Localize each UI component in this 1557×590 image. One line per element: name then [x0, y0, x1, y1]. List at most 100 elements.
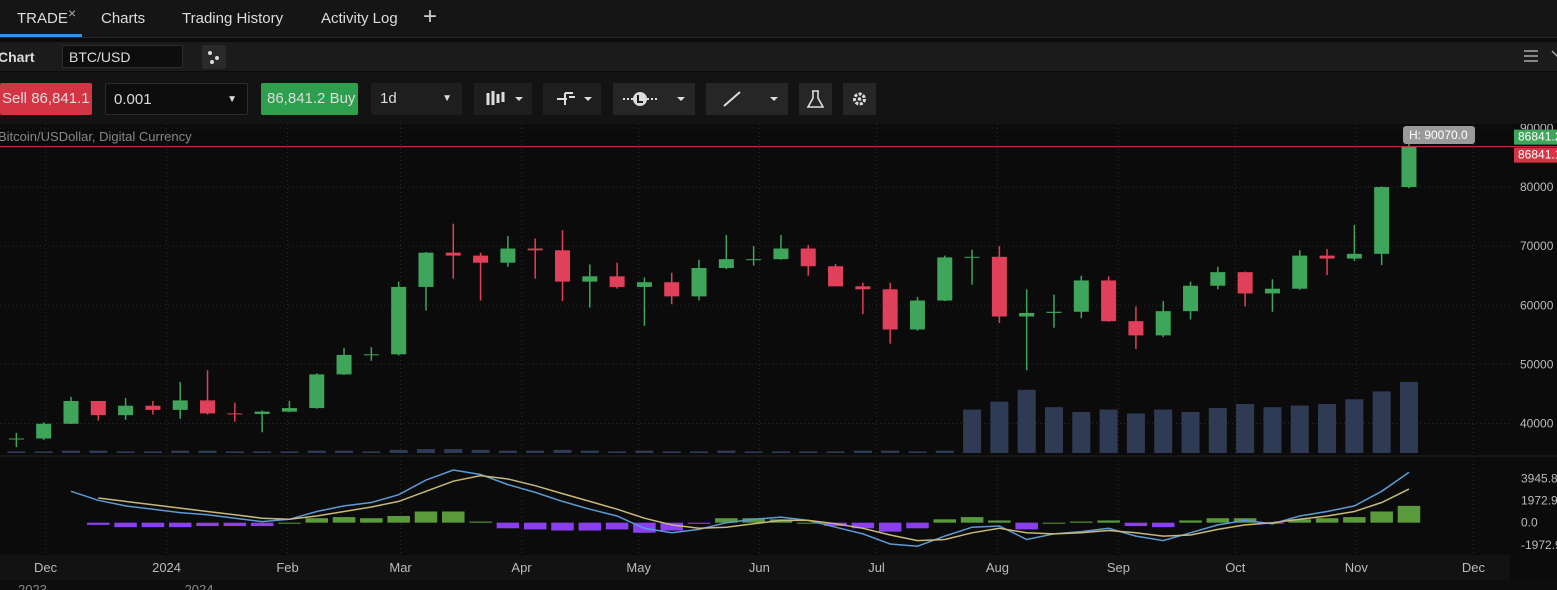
chart-type-button[interactable] — [474, 83, 532, 115]
interval-select[interactable]: 1d ▼ — [371, 83, 462, 115]
volume-bar — [1044, 407, 1064, 453]
tab[interactable]: Charts — [101, 10, 146, 27]
tab[interactable]: TRADE — [17, 10, 68, 27]
macd-histogram-bar — [1288, 519, 1312, 523]
candle-body — [473, 255, 489, 263]
interval: 1d — [380, 90, 397, 107]
volume-bar — [253, 451, 272, 453]
volume-bar — [362, 451, 381, 453]
y-tick-label: 90000 — [1520, 124, 1554, 135]
x-tick-label: Feb — [276, 560, 298, 575]
settings-button[interactable] — [843, 83, 876, 115]
volume-bar — [1318, 404, 1337, 453]
volume-bar — [608, 451, 627, 453]
crosshair-button[interactable] — [613, 83, 695, 115]
x-tick-label: Nov — [1345, 560, 1369, 575]
macd-histogram-bar — [851, 522, 875, 529]
macd-histogram-bar — [414, 511, 438, 523]
menu-icon[interactable] — [1522, 48, 1557, 64]
x-tick-label: Mar — [389, 560, 412, 575]
macd-histogram-bar — [196, 522, 219, 527]
volume-bar — [225, 451, 244, 453]
volume-bar — [771, 451, 790, 453]
chart-subtitle: Bitcoin/USDollar, Digital Currency — [0, 129, 192, 144]
candle-body — [8, 438, 24, 440]
x-tick-label: Apr — [511, 560, 532, 575]
candle-body — [445, 252, 461, 256]
volume-bar — [990, 401, 1009, 453]
sell-button[interactable]: Sell 86,841.1 — [0, 83, 92, 115]
candle-body — [1237, 272, 1253, 294]
drawing-button[interactable] — [706, 83, 788, 115]
macd-histogram-bar — [1206, 518, 1230, 523]
volume-bar — [198, 450, 217, 453]
candle-body — [773, 248, 789, 260]
tool-buttons — [474, 83, 876, 115]
x-tick-label: Jun — [749, 560, 770, 575]
volume-bar — [526, 450, 545, 453]
macd-histogram-bar — [250, 522, 274, 527]
volume-bar — [853, 450, 872, 453]
candle-body — [746, 259, 762, 261]
high-label: H: 90070.0 — [1409, 128, 1468, 142]
macd-histogram-bar — [496, 522, 520, 529]
macd-histogram-bar — [360, 518, 383, 523]
ask-tag: 86841.2 — [1518, 130, 1557, 144]
tab[interactable]: Trading History — [182, 10, 284, 27]
buy-price: 86,841.2 — [267, 90, 326, 107]
chart-header: Chart BTC/USD — [0, 42, 1557, 71]
volume-bar — [116, 451, 135, 453]
indicator-button[interactable] — [543, 83, 601, 115]
ask-tag-bg — [1514, 129, 1557, 145]
volume-bar — [444, 449, 463, 453]
macd-histogram-bar — [1397, 505, 1421, 523]
compare-icon[interactable] — [202, 45, 226, 69]
symbol-input[interactable]: BTC/USD — [62, 45, 183, 68]
macd-histogram-bar — [906, 522, 929, 529]
macd-histogram-bar — [114, 522, 137, 528]
candle-body — [718, 259, 734, 269]
volume-bar — [1208, 407, 1227, 453]
candle-body — [1319, 255, 1335, 259]
tab[interactable]: Activity Log — [321, 10, 398, 27]
macd-tick-label: 1972.9 — [1521, 494, 1557, 508]
volume-bar — [7, 451, 26, 453]
macd-histogram-bar — [1179, 520, 1202, 523]
macd-histogram-bar — [1015, 522, 1038, 530]
macd-histogram-bar — [960, 517, 984, 523]
volume-bar — [143, 451, 162, 453]
quantity-select[interactable]: 0.001 ▼ — [105, 83, 248, 115]
volume-bar — [1126, 413, 1145, 453]
candle-body — [554, 250, 571, 282]
x-tick-label: Oct — [1225, 560, 1246, 575]
active-tab-underline — [0, 34, 82, 37]
volume-bar — [799, 451, 818, 453]
macd-histogram-bar — [469, 521, 492, 523]
candle-body — [309, 374, 325, 409]
macd-histogram-bar — [687, 522, 711, 524]
candle-body — [1155, 311, 1171, 336]
candle-body — [63, 400, 79, 424]
chart: Bitcoin/USDollar, Digital Currency Dec 20… — [0, 124, 1557, 590]
macd-histogram-bar — [660, 522, 683, 531]
macd-histogram-bar — [1343, 517, 1366, 523]
candle-body — [391, 286, 407, 355]
candle-body — [909, 300, 925, 330]
macd-histogram-bar — [796, 522, 820, 524]
signal-line — [98, 474, 1410, 542]
macd-histogram-bar — [523, 522, 547, 530]
macd-histogram-bar — [1097, 520, 1120, 523]
candle-body — [500, 248, 516, 263]
buy-button[interactable]: 86,841.2 Buy — [261, 83, 358, 115]
candle-body — [363, 354, 379, 356]
quantity: 0.001 — [114, 91, 152, 108]
new-tab[interactable]: + — [423, 3, 438, 30]
candle-body — [418, 252, 434, 287]
candle-body — [691, 268, 707, 297]
volume-bar — [389, 449, 408, 453]
volume-bar — [1345, 399, 1364, 453]
tab-close[interactable]: × — [68, 5, 77, 21]
studies-button[interactable] — [799, 83, 832, 115]
toolbar: Sell 86,841.1 0.001 ▼ 86,841.2 Buy 1d ▼ — [0, 72, 1557, 124]
macd-histogram-bar — [141, 522, 165, 528]
